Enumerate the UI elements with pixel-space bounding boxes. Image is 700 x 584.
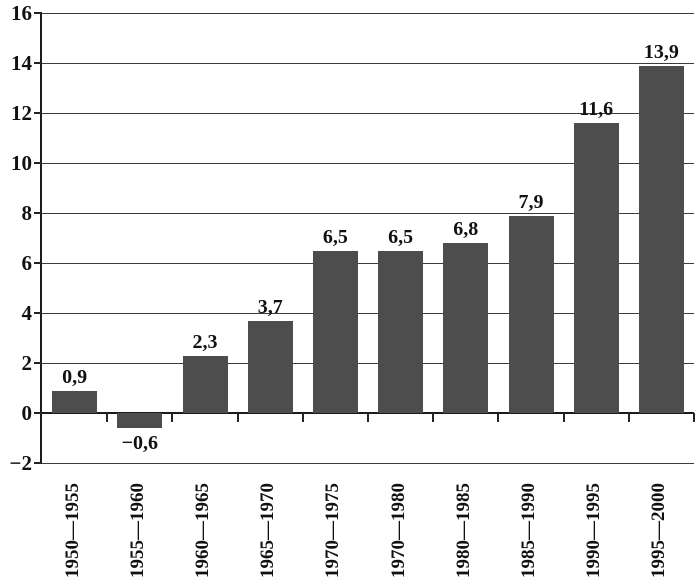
y-tick-label: 2 bbox=[21, 351, 33, 375]
y-axis-tick bbox=[34, 212, 42, 214]
bar bbox=[573, 123, 619, 413]
gridline bbox=[42, 162, 694, 164]
y-tick-label: 16 bbox=[11, 1, 32, 25]
gridline bbox=[42, 112, 694, 114]
y-axis-tick bbox=[34, 12, 42, 14]
y-axis-tick bbox=[34, 362, 42, 364]
bar-value-label: 0,9 bbox=[62, 365, 88, 388]
gridline bbox=[42, 262, 694, 264]
x-axis-tick bbox=[627, 413, 630, 422]
bar-value-label: 11,6 bbox=[579, 98, 614, 120]
y-axis-tick bbox=[34, 162, 42, 164]
y-axis-tick bbox=[34, 62, 42, 64]
bar-value-label: 6,5 bbox=[322, 225, 348, 248]
x-axis-tick bbox=[106, 413, 109, 422]
bar-value-label: 2,3 bbox=[192, 330, 218, 353]
bar bbox=[378, 250, 424, 413]
y-tick-label: 0 bbox=[21, 401, 33, 425]
y-tick-label: 14 bbox=[11, 51, 32, 75]
y-tick-label: 8 bbox=[21, 201, 33, 225]
y-axis-tick bbox=[34, 462, 42, 464]
bar bbox=[52, 390, 98, 413]
y-axis-tick bbox=[34, 112, 42, 114]
x-axis-tick bbox=[236, 413, 239, 422]
y-tick-label: 6 bbox=[21, 251, 33, 275]
bar bbox=[247, 320, 293, 413]
bar bbox=[182, 355, 228, 413]
bar bbox=[443, 243, 489, 413]
gridline bbox=[42, 12, 694, 14]
gridline bbox=[42, 212, 694, 214]
bar bbox=[312, 250, 358, 413]
y-axis-tick bbox=[34, 312, 42, 314]
x-axis-tick bbox=[497, 413, 500, 422]
bar-value-label: 7,9 bbox=[518, 190, 544, 213]
x-axis-tick bbox=[562, 413, 565, 422]
gridline bbox=[42, 362, 694, 364]
y-tick-label: 4 bbox=[21, 301, 33, 325]
bar-value-label: 3,7 bbox=[257, 295, 283, 318]
x-axis-tick bbox=[693, 413, 695, 422]
gridline bbox=[42, 462, 694, 464]
x-category-label: 1980—1985 bbox=[452, 483, 474, 578]
bar-value-label: 6,5 bbox=[388, 225, 414, 248]
x-axis-tick bbox=[301, 413, 304, 422]
plot-area: 0,9 −0,6 2,3 3,7 6,5 6,5 6,8 7,9 11,6 13,9 bbox=[34, 12, 695, 464]
x-category-label: 1970—1975 bbox=[322, 483, 344, 578]
y-tick-label: 12 bbox=[11, 101, 32, 125]
x-category-label: 1965—1970 bbox=[257, 483, 279, 578]
bar-value-label: −0,6 bbox=[121, 432, 158, 454]
x-category-label: 1950—1955 bbox=[61, 483, 83, 578]
x-category-label: 1990—1995 bbox=[583, 483, 605, 578]
gridline bbox=[42, 312, 694, 314]
x-category-label: 1995—2000 bbox=[648, 483, 670, 578]
gridline bbox=[42, 62, 694, 64]
y-tick-label: 10 bbox=[11, 151, 32, 175]
x-category-label: 1970—1980 bbox=[387, 483, 409, 578]
bar-value-label: 13,9 bbox=[643, 40, 679, 63]
y-axis-tick bbox=[34, 262, 42, 264]
x-axis-tick bbox=[367, 413, 369, 422]
x-category-label: 1955—1960 bbox=[126, 483, 148, 578]
bar bbox=[117, 413, 163, 428]
y-tick-label: −2 bbox=[9, 451, 32, 475]
bar bbox=[638, 65, 684, 413]
x-category-label: 1960—1965 bbox=[192, 483, 213, 578]
bar-value-label: 6,8 bbox=[453, 218, 479, 240]
x-axis-tick bbox=[171, 413, 174, 422]
bar bbox=[508, 215, 554, 413]
y-axis-tick bbox=[34, 412, 42, 414]
x-category-label: 1985—1990 bbox=[518, 483, 539, 578]
x-axis-tick bbox=[432, 413, 435, 422]
